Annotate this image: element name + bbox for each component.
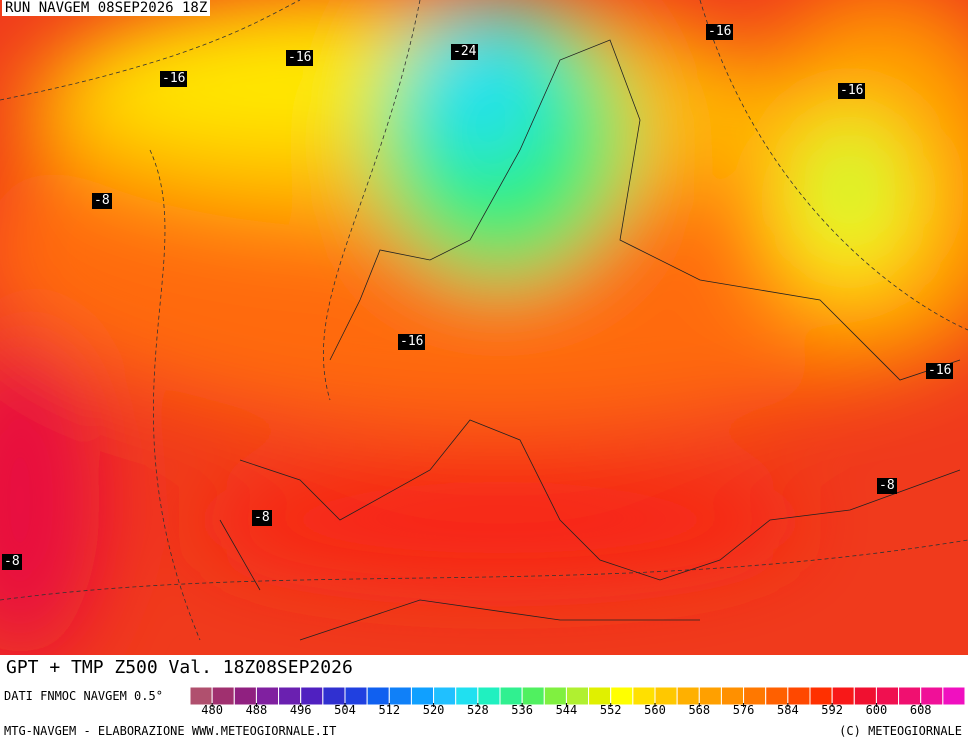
contour-label: -24 bbox=[451, 44, 479, 60]
legend-tick-label: 504 bbox=[334, 703, 356, 716]
legend-tick-label: 512 bbox=[378, 703, 400, 716]
legend-tick-label: 608 bbox=[910, 703, 932, 716]
legend-tick-label: 552 bbox=[600, 703, 622, 716]
legend-tick-label: 568 bbox=[688, 703, 710, 716]
legend-swatch bbox=[942, 686, 966, 706]
legend-tick-label: 544 bbox=[556, 703, 578, 716]
map-title: GPT + TMP Z500 Val. 18Z08SEP2026 bbox=[0, 655, 359, 680]
legend-tick-label: 576 bbox=[733, 703, 755, 716]
legend-tick-label: 488 bbox=[246, 703, 268, 716]
contour-label: -8 bbox=[92, 193, 112, 209]
contour-label: -8 bbox=[252, 510, 272, 526]
legend-source: DATI FNMOC NAVGEM 0.5° bbox=[4, 689, 163, 703]
footer-left: MTG-NAVGEM - ELABORAZIONE WWW.METEOGIORN… bbox=[4, 724, 337, 738]
contour-label: -8 bbox=[2, 554, 22, 570]
legend-tick-label: 600 bbox=[866, 703, 888, 716]
color-legend: 480 488 496 504 512 520 528 536 544 552 560 568 576 5… bbox=[189, 686, 966, 716]
contour-label: -16 bbox=[706, 24, 734, 40]
contour-label: -8 bbox=[877, 478, 897, 494]
run-label: RUN NAVGEM 08SEP2026 18Z bbox=[2, 0, 211, 16]
legend-tick-label: 536 bbox=[511, 703, 533, 716]
contour-label: -16 bbox=[286, 50, 314, 66]
legend-tick-label: 520 bbox=[423, 703, 445, 716]
map bbox=[0, 0, 968, 655]
legend-tick-label: 480 bbox=[201, 703, 223, 716]
legend-tick-label: 560 bbox=[644, 703, 666, 716]
legend-tick-label: 528 bbox=[467, 703, 489, 716]
contour-label: -16 bbox=[838, 83, 866, 99]
contour-label: -16 bbox=[160, 71, 188, 87]
legend-tick-label: 584 bbox=[777, 703, 799, 716]
legend-tick-label: 496 bbox=[290, 703, 312, 716]
contour-label: -16 bbox=[926, 363, 954, 379]
footer-right: (C) METEOGIORNALE bbox=[839, 724, 962, 738]
legend-tick-label: 592 bbox=[821, 703, 843, 716]
contour-label: -16 bbox=[398, 334, 426, 350]
